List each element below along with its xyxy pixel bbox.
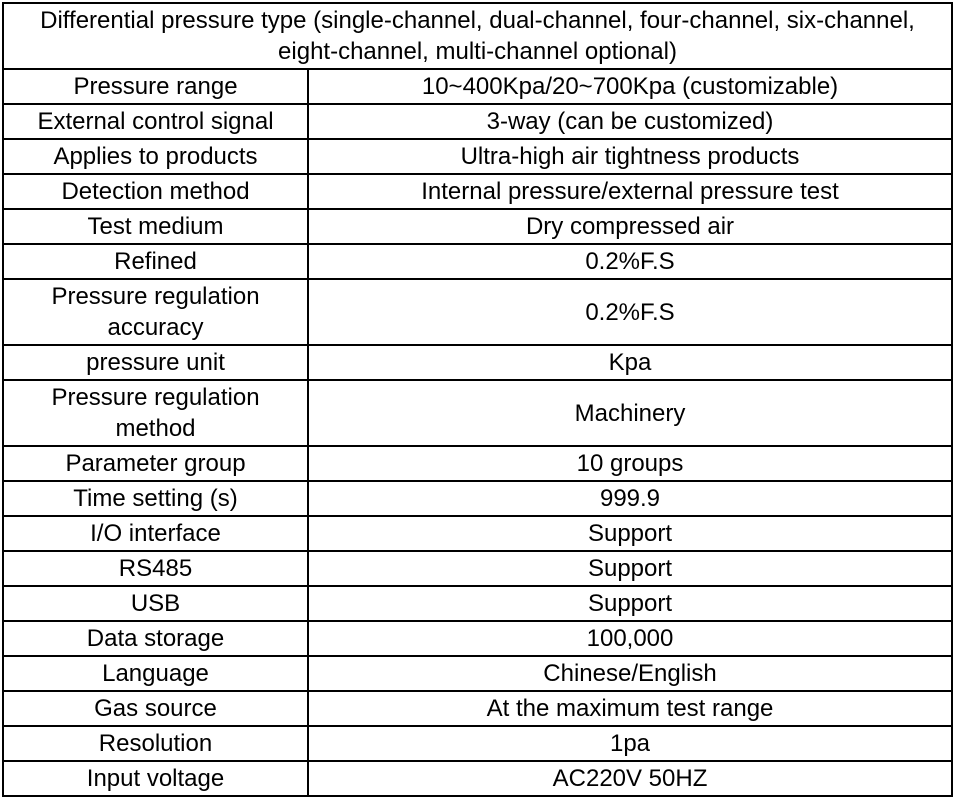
table-row: Refined 0.2%F.S bbox=[2, 243, 953, 280]
spec-label-cell: Data storage bbox=[2, 620, 309, 657]
spec-label-cell: Gas source bbox=[2, 690, 309, 727]
spec-value-cell: 10 groups bbox=[306, 445, 953, 482]
spec-table-body: Differential pressure type (single-chann… bbox=[1, 2, 953, 797]
spec-value-cell: 10~400Kpa/20~700Kpa (customizable) bbox=[306, 68, 953, 105]
spec-value-cell: Ultra-high air tightness products bbox=[306, 138, 953, 175]
table-row: Resolution 1pa bbox=[2, 725, 953, 762]
spec-label-cell: Applies to products bbox=[2, 138, 309, 175]
spec-value-cell: Support bbox=[306, 550, 953, 587]
spec-label-cell: pressure unit bbox=[2, 344, 309, 381]
spec-label-cell: Refined bbox=[2, 243, 309, 280]
table-row: USB Support bbox=[2, 585, 953, 622]
spec-label-cell: Test medium bbox=[2, 208, 309, 245]
spec-label-cell: Input voltage bbox=[2, 760, 309, 797]
spec-table: Differential pressure type (single-chann… bbox=[1, 2, 953, 797]
spec-label-cell: RS485 bbox=[2, 550, 309, 587]
spec-label-cell: I/O interface bbox=[2, 515, 309, 552]
table-row: Pressure regulation accuracy 0.2%F.S bbox=[2, 278, 953, 346]
spec-value-cell: Kpa bbox=[306, 344, 953, 381]
spec-label-cell: Detection method bbox=[2, 173, 309, 210]
spec-label-cell: Time setting (s) bbox=[2, 480, 309, 517]
spec-value-cell: Internal pressure/external pressure test bbox=[306, 173, 953, 210]
table-row: Data storage 100,000 bbox=[2, 620, 953, 657]
table-row: Pressure range 10~400Kpa/20~700Kpa (custo… bbox=[2, 68, 953, 105]
spec-label-cell: Pressure regulation accuracy bbox=[2, 278, 309, 346]
table-row: Applies to products Ultra-high air tightn… bbox=[2, 138, 953, 175]
table-row: Test medium Dry compressed air bbox=[2, 208, 953, 245]
spec-value-cell: Chinese/English bbox=[306, 655, 953, 692]
spec-value-cell: Dry compressed air bbox=[306, 208, 953, 245]
spec-label-cell: Pressure regulation method bbox=[2, 379, 309, 447]
table-row: I/O interface Support bbox=[2, 515, 953, 552]
table-row: Language Chinese/English bbox=[2, 655, 953, 692]
table-row: Input voltage AC220V 50HZ bbox=[2, 760, 953, 797]
spec-value-cell: 0.2%F.S bbox=[306, 278, 953, 346]
table-row: External control signal 3-way (can be cus… bbox=[2, 103, 953, 140]
table-header-row: Differential pressure type (single-chann… bbox=[1, 2, 953, 70]
spec-value-cell: 1pa bbox=[306, 725, 953, 762]
spec-label-cell: Pressure range bbox=[2, 68, 309, 105]
spec-label-cell: Language bbox=[2, 655, 309, 692]
spec-value-cell: Support bbox=[306, 585, 953, 622]
spec-label-cell: Parameter group bbox=[2, 445, 309, 482]
table-row: Gas source At the maximum test range bbox=[2, 690, 953, 727]
spec-label-cell: Resolution bbox=[2, 725, 309, 762]
table-row: Time setting (s) 999.9 bbox=[2, 480, 953, 517]
spec-label-cell: USB bbox=[2, 585, 309, 622]
table-row: RS485 Support bbox=[2, 550, 953, 587]
table-row: pressure unit Kpa bbox=[2, 344, 953, 381]
spec-value-cell: AC220V 50HZ bbox=[306, 760, 953, 797]
table-header: Differential pressure type (single-chann… bbox=[1, 2, 953, 70]
spec-value-cell: Support bbox=[306, 515, 953, 552]
table-row: Parameter group 10 groups bbox=[2, 445, 953, 482]
spec-value-cell: 3-way (can be customized) bbox=[306, 103, 953, 140]
spec-label-cell: External control signal bbox=[2, 103, 309, 140]
spec-value-cell: 100,000 bbox=[306, 620, 953, 657]
table-row: Detection method Internal pressure/extern… bbox=[2, 173, 953, 210]
spec-value-cell: 999.9 bbox=[306, 480, 953, 517]
table-row: Pressure regulation method Machinery bbox=[2, 379, 953, 447]
spec-value-cell: 0.2%F.S bbox=[306, 243, 953, 280]
spec-value-cell: At the maximum test range bbox=[306, 690, 953, 727]
spec-value-cell: Machinery bbox=[306, 379, 953, 447]
